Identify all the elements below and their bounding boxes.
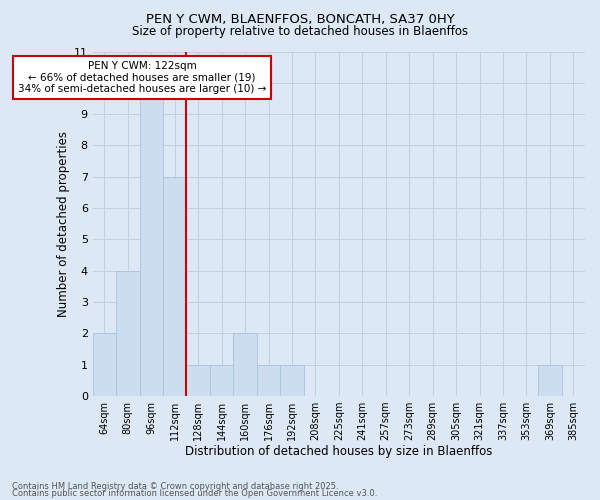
- Bar: [116, 270, 140, 396]
- Bar: [92, 334, 116, 396]
- Bar: [538, 364, 562, 396]
- Bar: [187, 364, 210, 396]
- Text: PEN Y CWM: 122sqm
← 66% of detached houses are smaller (19)
34% of semi-detached: PEN Y CWM: 122sqm ← 66% of detached hous…: [18, 61, 266, 94]
- Bar: [163, 177, 187, 396]
- Text: Contains HM Land Registry data © Crown copyright and database right 2025.: Contains HM Land Registry data © Crown c…: [12, 482, 338, 491]
- Bar: [140, 83, 163, 396]
- Bar: [257, 364, 280, 396]
- Bar: [233, 334, 257, 396]
- Text: Size of property relative to detached houses in Blaenffos: Size of property relative to detached ho…: [132, 25, 468, 38]
- X-axis label: Distribution of detached houses by size in Blaenffos: Distribution of detached houses by size …: [185, 444, 493, 458]
- Y-axis label: Number of detached properties: Number of detached properties: [56, 130, 70, 316]
- Bar: [210, 364, 233, 396]
- Bar: [280, 364, 304, 396]
- Text: Contains public sector information licensed under the Open Government Licence v3: Contains public sector information licen…: [12, 490, 377, 498]
- Text: PEN Y CWM, BLAENFFOS, BONCATH, SA37 0HY: PEN Y CWM, BLAENFFOS, BONCATH, SA37 0HY: [146, 12, 454, 26]
